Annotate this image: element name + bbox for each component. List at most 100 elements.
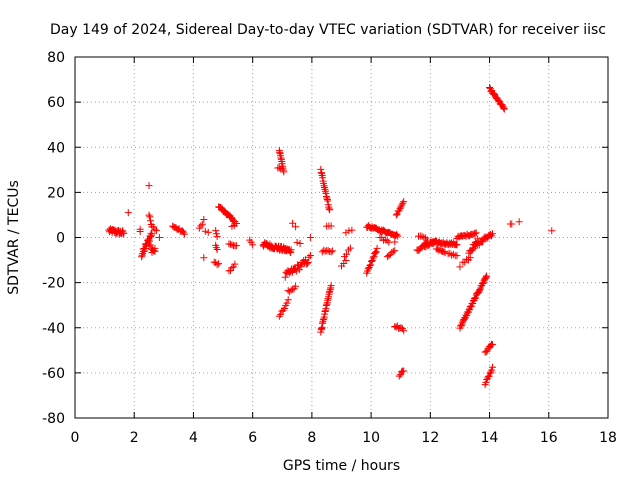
data-point <box>371 249 379 257</box>
x-axis-label: GPS time / hours <box>283 458 400 474</box>
data-point <box>147 217 155 225</box>
x-tick-label: 12 <box>421 430 439 446</box>
data-point <box>213 233 221 241</box>
data-point <box>293 238 301 246</box>
data-point <box>345 227 353 235</box>
data-point <box>289 219 297 227</box>
data-point <box>489 341 497 349</box>
data-points <box>105 84 556 389</box>
data-point <box>483 272 491 280</box>
data-point <box>228 264 236 272</box>
data-point <box>305 253 313 261</box>
data-point <box>155 234 163 241</box>
data-point <box>490 90 498 98</box>
x-tick-label: 10 <box>362 430 380 446</box>
data-point <box>297 263 305 271</box>
data-point <box>148 249 156 257</box>
data-point <box>288 268 296 276</box>
data-point <box>124 209 132 217</box>
x-tick-label: 6 <box>248 430 257 446</box>
data-point <box>296 239 304 247</box>
data-point <box>292 223 300 231</box>
data-point <box>453 252 461 260</box>
data-point <box>342 250 350 258</box>
y-tick-label: -20 <box>42 276 65 292</box>
data-point <box>151 244 159 252</box>
data-point <box>420 233 428 241</box>
data-point <box>495 97 503 105</box>
data-point <box>200 254 208 262</box>
data-point <box>279 306 287 314</box>
y-tick-label: 80 <box>47 50 65 66</box>
y-tick-label: 60 <box>47 95 65 111</box>
data-point <box>395 372 403 380</box>
x-tick-label: 8 <box>307 430 316 446</box>
data-point <box>448 251 456 259</box>
data-point <box>280 168 288 176</box>
x-tick-label: 16 <box>540 430 558 446</box>
data-point <box>391 247 399 255</box>
data-point <box>348 226 356 234</box>
data-point <box>444 250 452 258</box>
x-tick-label: 4 <box>189 430 198 446</box>
data-point <box>392 231 400 239</box>
data-point <box>284 287 292 295</box>
data-point <box>342 256 350 264</box>
data-point <box>472 229 480 237</box>
data-point <box>469 246 477 254</box>
data-point <box>400 327 408 335</box>
data-point <box>456 263 464 271</box>
data-point <box>231 260 239 268</box>
data-point <box>326 206 334 214</box>
y-tick-label: -80 <box>42 411 65 427</box>
data-point <box>367 261 375 269</box>
data-point <box>212 244 220 252</box>
data-point <box>366 262 374 270</box>
data-point <box>394 232 402 240</box>
data-point <box>500 105 508 113</box>
data-point <box>277 310 285 318</box>
data-point <box>327 222 335 230</box>
y-tick-label: 40 <box>47 140 65 156</box>
data-point <box>381 236 389 244</box>
data-point <box>457 322 465 330</box>
data-point <box>327 248 335 256</box>
y-tick-label: 0 <box>56 231 65 247</box>
data-point <box>277 165 285 173</box>
data-point <box>249 241 257 249</box>
data-point <box>364 265 372 273</box>
data-point <box>385 238 393 246</box>
data-point <box>369 254 377 262</box>
x-tick-labels: 0 2 4 6 8 10 12 14 16 18 <box>71 430 617 446</box>
data-point <box>228 241 236 249</box>
data-point <box>329 247 337 255</box>
data-point <box>440 248 448 256</box>
data-point <box>136 225 144 233</box>
data-point <box>306 252 314 260</box>
data-point <box>452 240 460 248</box>
data-point <box>146 241 154 249</box>
data-point <box>479 280 487 288</box>
data-point <box>232 242 240 250</box>
data-point <box>489 363 497 371</box>
data-point <box>391 238 399 246</box>
data-point <box>327 282 335 290</box>
data-point <box>487 368 495 376</box>
data-point <box>466 254 474 262</box>
data-point <box>284 296 292 304</box>
data-point <box>145 182 153 190</box>
data-point <box>373 244 381 252</box>
data-point <box>198 220 206 228</box>
data-point <box>486 369 494 377</box>
data-point <box>482 273 490 281</box>
data-point <box>474 235 482 243</box>
data-point <box>295 266 303 274</box>
data-point <box>275 164 283 172</box>
data-point <box>471 239 479 247</box>
data-point <box>148 230 156 238</box>
data-point <box>548 227 556 235</box>
data-point <box>392 211 400 219</box>
data-point <box>389 247 397 255</box>
data-point <box>385 251 393 259</box>
data-point <box>400 367 408 375</box>
